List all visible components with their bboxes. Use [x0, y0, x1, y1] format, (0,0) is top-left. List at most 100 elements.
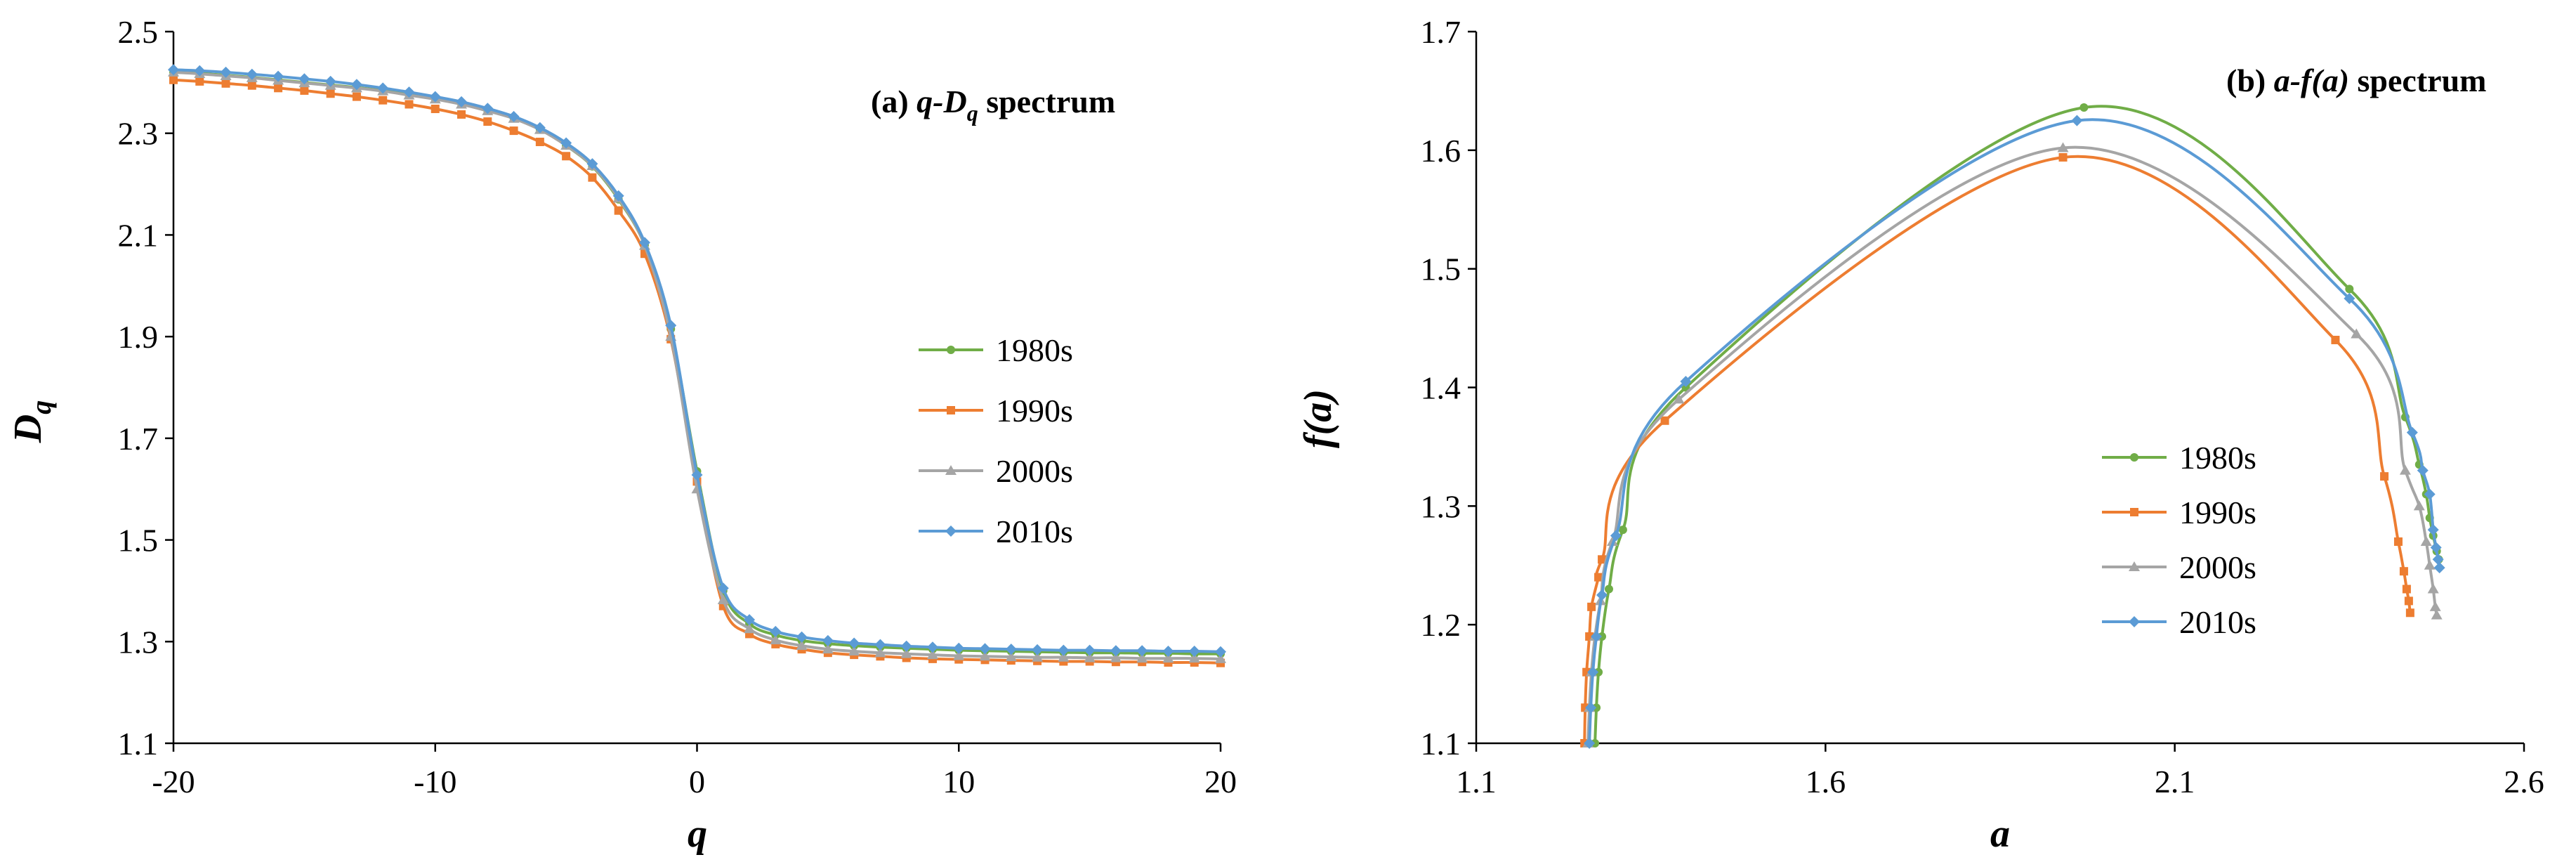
data-point-2010s	[1587, 666, 1599, 678]
legend-item-1990s: 1990s	[919, 393, 1073, 429]
data-point-2010s	[900, 640, 912, 652]
data-point-1980s	[1618, 525, 1627, 535]
legend-marker	[2129, 561, 2140, 571]
legend-item-1980s: 1980s	[2102, 440, 2256, 476]
data-point-2000s	[2351, 328, 2363, 339]
data-point-2000s	[1005, 651, 1017, 661]
data-point-1990s	[614, 206, 623, 215]
panel-b-af-spectrum: (b) a-f(a) spectrum a f(a) 1.1 1.2 1.3 1.4 1…	[1296, 14, 2544, 856]
x-tick-label: 2.6	[2504, 764, 2544, 799]
data-point-2010s	[2427, 524, 2439, 536]
data-point-2010s	[560, 137, 572, 149]
data-point-1990s	[326, 89, 335, 98]
data-point-2010s	[272, 70, 284, 82]
data-point-2010s	[1215, 646, 1226, 658]
legend: 1980s 1990s 2000s 2010s	[2102, 440, 2256, 640]
data-point-2010s	[429, 91, 441, 103]
y-tick-label: 1.5	[118, 523, 159, 559]
data-point-2010s	[717, 582, 729, 594]
data-point-2000s	[2420, 535, 2432, 546]
data-point-2000s	[1032, 651, 1044, 662]
series-2010s	[168, 64, 1226, 658]
data-point-1980s	[2345, 285, 2354, 294]
data-point-2010s	[612, 190, 624, 202]
data-point-2010s	[874, 639, 886, 651]
data-point-1990s	[535, 138, 544, 147]
legend-item-2010s: 2010s	[2102, 604, 2256, 640]
data-point-2010s	[2433, 562, 2445, 574]
data-point-2000s	[1136, 653, 1148, 663]
data-point-2010s	[638, 237, 650, 249]
data-point-1990s	[405, 100, 414, 109]
data-point-2010s	[1585, 702, 1597, 714]
legend-marker	[947, 346, 955, 354]
legend-label: 2010s	[2179, 604, 2256, 640]
data-point-2000s	[900, 648, 912, 658]
data-point-2010s	[403, 86, 415, 98]
data-point-2000s	[953, 650, 965, 660]
data-point-2000s	[796, 640, 808, 651]
data-point-2000s	[848, 646, 860, 656]
legend-marker	[945, 525, 957, 537]
legend-label: 2000s	[2179, 549, 2256, 585]
data-point-1990s	[588, 173, 597, 182]
y-tick-label: 2.5	[118, 14, 159, 50]
series-1990s	[169, 75, 1225, 667]
data-point-2010s	[953, 642, 965, 654]
legend-label: 1990s	[2179, 495, 2256, 530]
data-point-2010s	[1591, 631, 1603, 643]
data-point-2010s	[1110, 645, 1122, 657]
data-point-2010s	[350, 79, 362, 91]
y-tick-label: 1.1	[1421, 726, 1461, 762]
data-point-2010s	[665, 320, 677, 332]
data-point-2010s	[2432, 554, 2444, 566]
y-tick-label: 1.2	[1421, 607, 1461, 643]
data-point-2010s	[2406, 426, 2418, 438]
legend-marker	[2130, 508, 2138, 516]
data-point-2010s	[848, 637, 860, 649]
panel-b-x-axis-label: a	[1990, 812, 2010, 856]
legend-item-1980s: 1980s	[919, 332, 1073, 368]
data-point-2010s	[508, 110, 520, 122]
legend-marker	[947, 406, 955, 414]
legend-item-2010s: 2010s	[919, 514, 1073, 549]
data-point-2000s	[822, 644, 834, 654]
data-point-2000s	[979, 651, 991, 661]
data-point-1990s	[1598, 555, 1607, 564]
data-point-2010s	[2424, 488, 2436, 500]
data-point-1990s	[2404, 596, 2413, 606]
data-point-2000s	[717, 594, 729, 604]
data-point-2010s	[691, 469, 703, 481]
y-tick-label: 1.5	[1421, 252, 1461, 287]
data-point-1980s	[2079, 103, 2089, 112]
legend-marker	[2130, 453, 2138, 462]
y-tick-label: 1.9	[118, 319, 159, 355]
data-point-2010s	[456, 96, 468, 107]
series-1990s	[1580, 152, 2414, 747]
data-point-1980s	[1604, 585, 1613, 594]
data-point-2010s	[979, 643, 991, 655]
series-line-1980s	[1593, 105, 2440, 744]
data-point-1990s	[2402, 585, 2411, 594]
x-tick-label: 1.6	[1806, 764, 1846, 799]
legend-label: 2000s	[996, 453, 1073, 489]
data-point-2010s	[482, 103, 494, 115]
data-point-1990s	[352, 92, 361, 101]
data-point-2010s	[926, 641, 938, 653]
data-point-2000s	[2413, 500, 2425, 511]
legend-item-1990s: 1990s	[2102, 495, 2256, 530]
legend-item-2000s: 2000s	[919, 453, 1073, 489]
panel-a-title: (a) q-Dq spectrum	[871, 84, 1115, 126]
x-tick-label: 2.1	[2155, 764, 2195, 799]
data-point-2000s	[1188, 653, 1200, 663]
data-point-1990s	[2331, 335, 2340, 344]
panel-a-y-axis-label: Dq	[6, 400, 57, 443]
data-point-2010s	[744, 614, 756, 626]
data-point-2000s	[2399, 464, 2411, 475]
data-point-1990s	[562, 152, 571, 161]
data-point-2010s	[1136, 645, 1148, 657]
data-point-2000s	[1215, 653, 1226, 663]
data-point-2010s	[246, 68, 258, 80]
x-tick-label: 1.1	[1456, 764, 1497, 799]
data-point-2010s	[1032, 644, 1044, 655]
